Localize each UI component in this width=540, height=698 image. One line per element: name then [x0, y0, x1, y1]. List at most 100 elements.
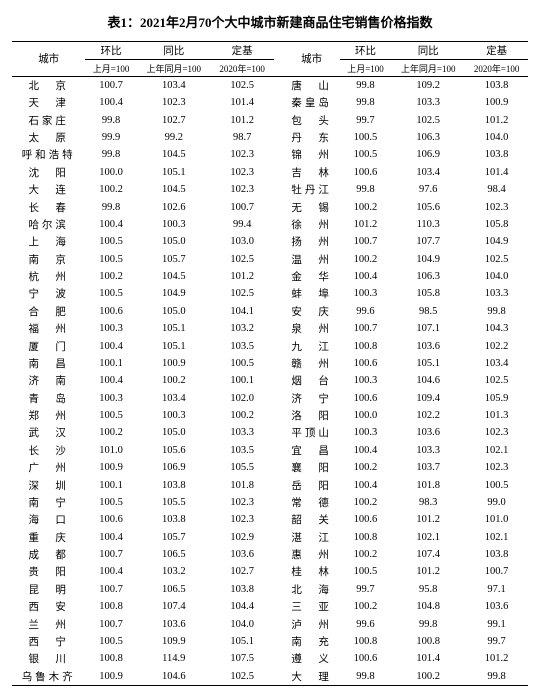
- yoy-cell: 101.2: [391, 563, 465, 580]
- mom-cell: 100.5: [85, 233, 136, 250]
- city-cell: 泸 州: [284, 615, 340, 632]
- city-cell: 西 宁: [12, 633, 85, 650]
- yoy-cell: 105.8: [391, 285, 465, 302]
- yoy-cell: 104.5: [137, 268, 211, 285]
- city-cell: 合 肥: [12, 303, 85, 320]
- mom-cell: 100.2: [340, 198, 391, 215]
- base-cell: 100.5: [211, 355, 274, 372]
- mom-cell: 99.8: [340, 76, 391, 94]
- mom-cell: 100.4: [85, 216, 136, 233]
- mom-cell: 100.4: [85, 337, 136, 354]
- yoy-cell: 103.4: [137, 76, 211, 94]
- city-cell: 锦 州: [284, 146, 340, 163]
- yoy-cell: 102.5: [391, 112, 465, 129]
- yoy-cell: 106.5: [137, 581, 211, 598]
- base-cell: 103.3: [465, 285, 528, 302]
- mom-cell: 100.6: [85, 511, 136, 528]
- city-cell: 韶 关: [284, 511, 340, 528]
- base-cell: 103.4: [465, 355, 528, 372]
- base-cell: 100.5: [465, 476, 528, 493]
- city-cell: 青 岛: [12, 390, 85, 407]
- city-cell: 深 圳: [12, 476, 85, 493]
- base-cell: 101.4: [211, 94, 274, 111]
- base-cell: 105.8: [465, 216, 528, 233]
- base-cell: 99.0: [465, 494, 528, 511]
- hdr-mom-left: 环比: [85, 42, 136, 60]
- yoy-cell: 107.7: [391, 233, 465, 250]
- city-cell: 桂 林: [284, 563, 340, 580]
- mom-cell: 99.8: [85, 146, 136, 163]
- city-cell: 南 京: [12, 251, 85, 268]
- yoy-cell: 100.9: [137, 355, 211, 372]
- mom-cell: 100.2: [340, 494, 391, 511]
- mom-cell: 100.5: [340, 129, 391, 146]
- base-cell: 103.2: [211, 320, 274, 337]
- mom-cell: 100.3: [340, 372, 391, 389]
- yoy-cell: 100.3: [137, 407, 211, 424]
- city-cell: 杭 州: [12, 268, 85, 285]
- city-cell: 北 京: [12, 76, 85, 94]
- base-cell: 102.0: [211, 390, 274, 407]
- mom-cell: 99.8: [340, 94, 391, 111]
- mom-cell: 101.0: [85, 442, 136, 459]
- city-cell: 太 原: [12, 129, 85, 146]
- yoy-cell: 103.8: [137, 476, 211, 493]
- base-cell: 98.7: [211, 129, 274, 146]
- city-cell: 吉 林: [284, 164, 340, 181]
- yoy-cell: 102.3: [137, 94, 211, 111]
- yoy-cell: 104.8: [391, 598, 465, 615]
- yoy-cell: 105.1: [391, 355, 465, 372]
- city-cell: 无 锡: [284, 198, 340, 215]
- price-index-table: 城市 环比 同比 定基 城市 环比 同比 定基 上月=100 上年同月=100 …: [12, 41, 528, 686]
- mom-cell: 100.2: [340, 598, 391, 615]
- yoy-cell: 106.5: [137, 546, 211, 563]
- city-cell: 银 川: [12, 650, 85, 667]
- yoy-cell: 105.5: [137, 494, 211, 511]
- yoy-cell: 99.2: [137, 129, 211, 146]
- city-cell: 九 江: [284, 337, 340, 354]
- city-cell: 蚌 埠: [284, 285, 340, 302]
- base-cell: 100.7: [465, 563, 528, 580]
- yoy-cell: 106.9: [137, 459, 211, 476]
- city-cell: 西 安: [12, 598, 85, 615]
- mom-cell: 100.0: [340, 407, 391, 424]
- base-cell: 105.1: [211, 633, 274, 650]
- yoy-cell: 103.8: [137, 511, 211, 528]
- base-cell: 99.8: [465, 303, 528, 320]
- yoy-cell: 105.0: [137, 233, 211, 250]
- base-cell: 104.4: [211, 598, 274, 615]
- base-cell: 102.5: [465, 251, 528, 268]
- hdr-city-right: 城市: [284, 42, 340, 77]
- city-cell: 襄 阳: [284, 459, 340, 476]
- yoy-cell: 103.4: [391, 164, 465, 181]
- mom-cell: 100.5: [85, 285, 136, 302]
- city-cell: 呼和浩特: [12, 146, 85, 163]
- base-cell: 102.5: [465, 372, 528, 389]
- city-cell: 丹 东: [284, 129, 340, 146]
- yoy-cell: 105.6: [391, 198, 465, 215]
- mom-cell: 100.9: [85, 459, 136, 476]
- city-cell: 南 昌: [12, 355, 85, 372]
- mom-cell: 100.5: [340, 146, 391, 163]
- city-cell: 长 沙: [12, 442, 85, 459]
- yoy-cell: 101.2: [391, 511, 465, 528]
- city-cell: 赣 州: [284, 355, 340, 372]
- base-cell: 105.5: [211, 459, 274, 476]
- mom-cell: 100.8: [340, 633, 391, 650]
- yoy-cell: 101.4: [391, 650, 465, 667]
- city-cell: 泉 州: [284, 320, 340, 337]
- mom-cell: 100.6: [340, 650, 391, 667]
- city-cell: 北 海: [284, 581, 340, 598]
- mom-cell: 101.2: [340, 216, 391, 233]
- city-cell: 温 州: [284, 251, 340, 268]
- hdr-yoy-right: 同比: [391, 42, 465, 60]
- mom-cell: 99.9: [85, 129, 136, 146]
- mom-cell: 99.8: [340, 668, 391, 686]
- yoy-cell: 105.0: [137, 424, 211, 441]
- base-cell: 100.1: [211, 372, 274, 389]
- city-cell: 上 海: [12, 233, 85, 250]
- city-cell: 岳 阳: [284, 476, 340, 493]
- base-cell: 102.5: [211, 668, 274, 686]
- mom-cell: 100.3: [340, 285, 391, 302]
- base-cell: 100.9: [465, 94, 528, 111]
